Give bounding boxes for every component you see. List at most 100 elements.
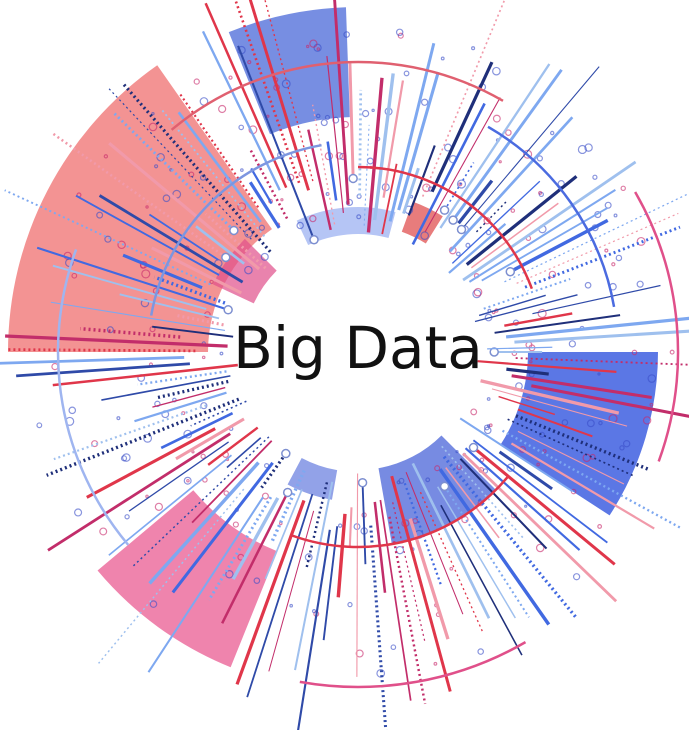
radial-line <box>54 405 207 459</box>
dot <box>391 645 395 649</box>
node <box>359 479 367 487</box>
node <box>310 236 318 244</box>
dot <box>194 79 199 84</box>
dot <box>75 509 82 516</box>
dot <box>37 423 42 428</box>
dot <box>281 199 283 201</box>
dot <box>100 528 107 535</box>
dot <box>434 663 437 666</box>
dot <box>239 125 243 129</box>
sector <box>402 202 443 244</box>
node <box>506 268 514 276</box>
dot <box>363 110 369 116</box>
dot <box>485 427 491 433</box>
dot <box>637 281 643 287</box>
dot <box>219 105 226 112</box>
dot <box>422 99 428 105</box>
node <box>224 306 232 314</box>
radial-line <box>328 142 336 201</box>
dot <box>616 255 621 260</box>
radial-line <box>350 63 353 178</box>
dot <box>229 76 232 79</box>
dot <box>614 214 617 217</box>
dot <box>511 209 514 212</box>
dot <box>404 71 409 76</box>
dot <box>506 130 511 135</box>
dot <box>192 451 194 453</box>
radial-line <box>350 507 352 547</box>
dot <box>305 554 312 561</box>
dot <box>372 109 374 111</box>
node <box>458 226 466 234</box>
radial-line <box>452 181 539 263</box>
dot <box>367 158 373 164</box>
radial-line <box>487 347 552 349</box>
radial-line <box>532 285 660 313</box>
bracket <box>300 642 526 687</box>
dot <box>397 29 403 35</box>
dot <box>493 115 500 122</box>
dot <box>184 477 191 484</box>
radial-line <box>0 357 184 363</box>
dot <box>187 480 189 482</box>
dot <box>472 47 475 50</box>
dot <box>499 161 501 163</box>
node <box>441 482 449 490</box>
dot <box>605 202 611 208</box>
dot <box>441 57 444 60</box>
node <box>449 216 457 224</box>
dot <box>203 356 205 358</box>
node <box>284 488 292 496</box>
radial-line <box>272 471 304 542</box>
dot <box>220 352 223 355</box>
radial-line <box>134 393 226 421</box>
dot <box>146 495 148 497</box>
node <box>469 444 477 452</box>
dot <box>290 604 292 606</box>
node <box>441 206 449 214</box>
radial-line <box>425 98 500 232</box>
dot <box>69 407 75 413</box>
radial-line <box>357 473 358 676</box>
dot <box>551 131 554 134</box>
title: Big Data <box>233 314 483 382</box>
dot <box>313 610 316 613</box>
dot <box>117 417 120 420</box>
dot <box>321 120 327 126</box>
dot <box>201 454 205 458</box>
dot <box>155 503 162 510</box>
radial-line <box>360 90 361 195</box>
radial-line <box>371 526 387 730</box>
dot <box>585 282 591 288</box>
dot <box>621 186 625 190</box>
node <box>230 226 238 234</box>
dot <box>670 350 674 354</box>
dot <box>339 524 342 527</box>
dot <box>241 169 243 171</box>
node <box>349 174 357 182</box>
radial-line <box>363 483 366 565</box>
dot <box>348 603 352 607</box>
radial-line <box>484 279 570 309</box>
dot <box>569 341 575 347</box>
node <box>222 253 230 261</box>
dot <box>605 249 608 252</box>
big-data-illustration: Big Data <box>0 0 689 730</box>
radial-line <box>410 519 448 640</box>
dot <box>493 67 500 74</box>
dot <box>233 522 238 527</box>
dot <box>525 505 527 507</box>
dot <box>125 515 129 519</box>
dot <box>574 574 580 580</box>
dot <box>478 649 483 654</box>
dot <box>487 398 490 401</box>
radial-line <box>514 328 689 342</box>
dot <box>471 409 477 415</box>
node <box>282 450 290 458</box>
dot <box>593 175 597 179</box>
dot <box>450 567 453 570</box>
dot <box>457 252 461 256</box>
radial-line <box>475 295 577 322</box>
dot <box>598 525 602 529</box>
dot <box>612 263 615 266</box>
